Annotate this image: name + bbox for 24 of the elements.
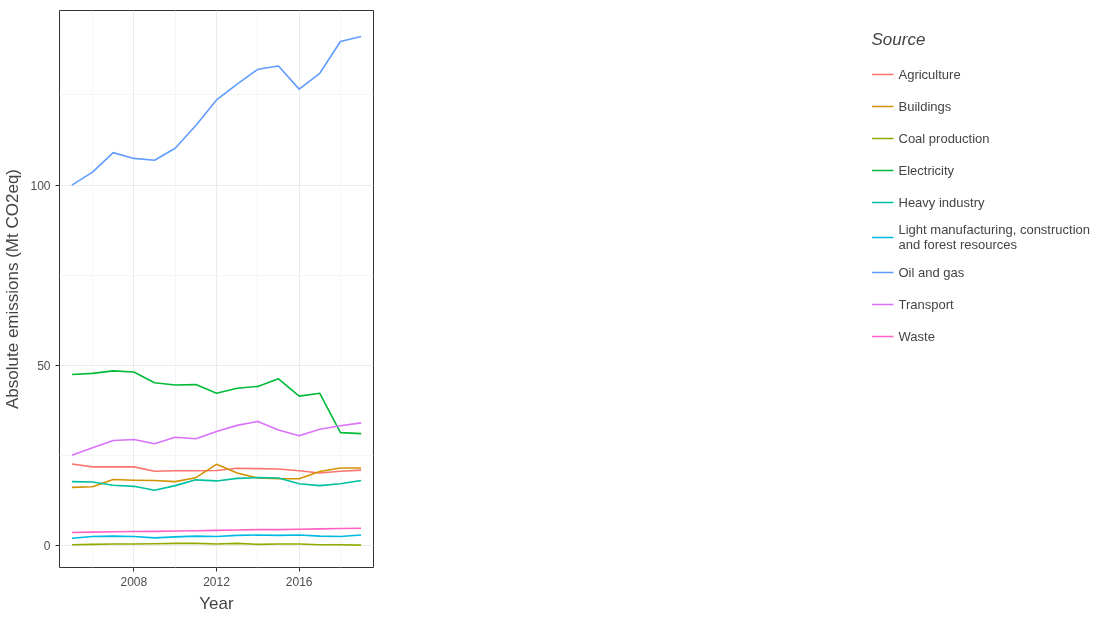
y-tick-label: 100 (30, 178, 51, 193)
legend-label: Heavy industry (898, 193, 985, 212)
legend-label: Buildings (898, 97, 952, 116)
line-series (71, 370, 362, 435)
x-axis-title: Year (199, 593, 235, 613)
legend-title: Source (871, 30, 927, 50)
line-series (71, 463, 362, 474)
line-series (71, 420, 362, 457)
x-tick-label: 2016 (285, 574, 313, 589)
y-tick-label: 50 (37, 358, 51, 373)
x-tick-label: 2008 (120, 574, 148, 589)
legend-label: Electricity (898, 161, 955, 180)
legend-label: Waste (898, 327, 935, 346)
line-series (71, 463, 362, 489)
x-tick-label: 2012 (203, 574, 231, 589)
y-axis-title: Absolute emissions (Mt CO2eq) (3, 169, 23, 409)
legend-label: Agriculture (898, 65, 961, 84)
legend-label: Coal production (898, 129, 990, 148)
line-series (71, 476, 362, 492)
y-tick-label: 0 (43, 539, 51, 554)
line-series (71, 35, 362, 186)
legend-label: Oil and gas (898, 263, 965, 282)
legend-label: Light manufacturing, construction and forest resources (898, 222, 1090, 252)
legend-label: Transport (898, 295, 954, 314)
